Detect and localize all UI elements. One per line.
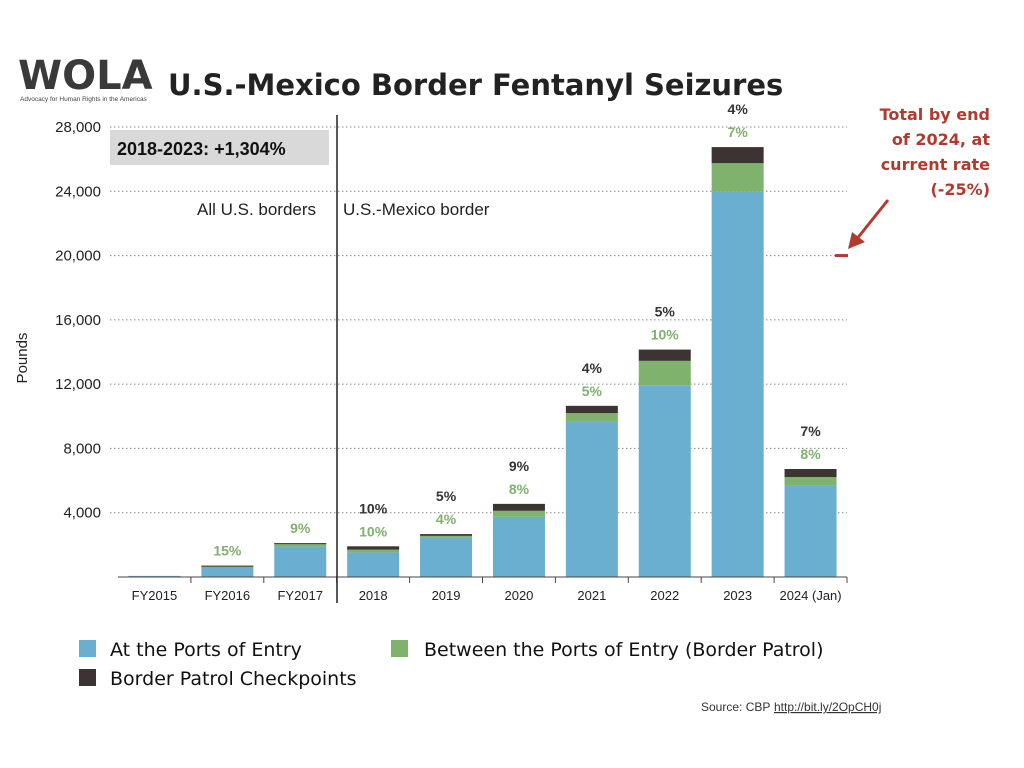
x-tick-label: FY2015 [132,588,178,603]
x-tick-label: 2023 [723,588,752,603]
y-tick-label: 24,000 [55,183,101,200]
divider-label-left: All U.S. borders [197,200,316,219]
pct-label-between: 8% [509,481,530,497]
legend-swatch-between [391,640,408,657]
bar-segment [711,163,764,192]
projection-arrow [848,199,890,249]
pct-label-between: 10% [359,523,388,539]
bar-segment [711,147,764,164]
pct-label-checkpoints: 4% [728,101,749,117]
pct-label-checkpoints: 7% [800,423,821,439]
wola-logo: WOLA Advocacy for Human Rights in the Am… [18,53,153,103]
y-tick-label: 8,000 [63,440,101,457]
pct-label-between: 5% [582,383,603,399]
bar-stacks [128,147,837,578]
pct-label-between: 7% [728,124,749,140]
bar-segment [784,477,837,486]
pct-label-between: 9% [290,520,311,536]
pct-label-between: 10% [651,327,680,343]
x-tick-label: 2021 [577,588,606,603]
y-tick-label: 4,000 [63,505,101,522]
bar-segment [420,537,473,577]
change-box-text: 2018-2023: +1,304% [117,139,286,159]
x-tick-label: 2022 [650,588,679,603]
pct-label-checkpoints: 10% [359,500,388,516]
logo-tagline: Advocacy for Human Rights in the America… [20,96,148,103]
x-tick-label: 2018 [359,588,388,603]
bar-segment [274,543,327,547]
x-tick-label: FY2016 [205,588,251,603]
y-tick-label: 16,000 [55,312,101,329]
bar-segment [565,405,618,414]
projection-note: Total by end of 2024, at current rate (-25%… [880,105,991,199]
x-tick-label: 2020 [504,588,533,603]
legend-label-between: Between the Ports of Entry (Border Patro… [424,639,824,661]
bar-segment [638,360,691,386]
bar-segment [492,516,545,577]
bar-segment [201,568,254,577]
projection-note-line: (-25%) [930,180,990,199]
y-axis-label: Pounds [14,333,31,384]
x-tick-label: FY2017 [277,588,323,603]
x-tick-label: 2024 (Jan) [779,588,841,603]
chart-title: U.S.-Mexico Border Fentanyl Seizures [168,68,783,102]
logo-name: WOLA [18,53,153,99]
legend-label-checkpoints: Border Patrol Checkpoints [110,668,357,690]
y-tick-label: 20,000 [55,248,101,265]
legend-swatch-checkpoints [79,669,96,686]
bar-segment [347,549,400,553]
bar-segment [565,421,618,577]
bar-segment [274,546,327,577]
projection-note-line: Total by end [880,105,990,124]
bar-segment [638,349,691,361]
pct-label-between: 4% [436,511,457,527]
y-tick-label: 12,000 [55,376,101,393]
bar-segment [565,413,618,422]
source-link[interactable]: http://bit.ly/2OpCH0j [774,700,881,714]
pct-label-checkpoints: 4% [582,360,603,376]
pct-label-checkpoints: 9% [509,458,530,474]
projection-note-line: current rate [881,155,990,174]
pct-label-between: 15% [213,543,242,559]
bar-segment [784,485,837,577]
legend: At the Ports of Entry Between the Ports … [79,639,824,690]
x-tick-label: 2019 [432,588,461,603]
pct-label-checkpoints: 5% [436,488,457,504]
legend-swatch-ports [79,640,96,657]
bar-segment [784,469,837,478]
pct-label-checkpoints: 5% [655,304,676,320]
bar-segment [201,565,254,567]
bar-segment [347,546,400,550]
bar-segment [347,552,400,577]
bar-segment [274,543,327,545]
pct-label-between: 8% [800,446,821,462]
gridlines [110,126,847,514]
y-tick-labels: 4,000 8,000 12,000 16,000 20,000 24,000 28,000 [55,119,101,522]
projection-note-line: of 2024, at [892,130,991,149]
bar-segment [420,535,473,538]
bar-segment [492,510,545,517]
x-tick-labels: FY2015 FY2016 FY2017 2018 2019 2020 2021 2022 20… [132,577,848,603]
bar-segment [711,191,764,578]
bar-segment [128,575,181,577]
y-tick-label: 28,000 [55,119,101,136]
bar-segment [201,566,254,568]
source-label: Source: CBP [701,700,770,714]
legend-label-ports: At the Ports of Entry [110,639,302,661]
bar-segment [420,534,473,536]
percent-labels: 15% 9% 10% 10% 4% 5% 8% 9% 5% 4% 10% 5% 7% 4% 8% 7% [213,101,821,559]
change-box: 2018-2023: +1,304% [110,130,329,165]
bar-segment [492,503,545,511]
bar-segment [638,385,691,577]
divider-label-right: U.S.-Mexico border [343,200,490,219]
